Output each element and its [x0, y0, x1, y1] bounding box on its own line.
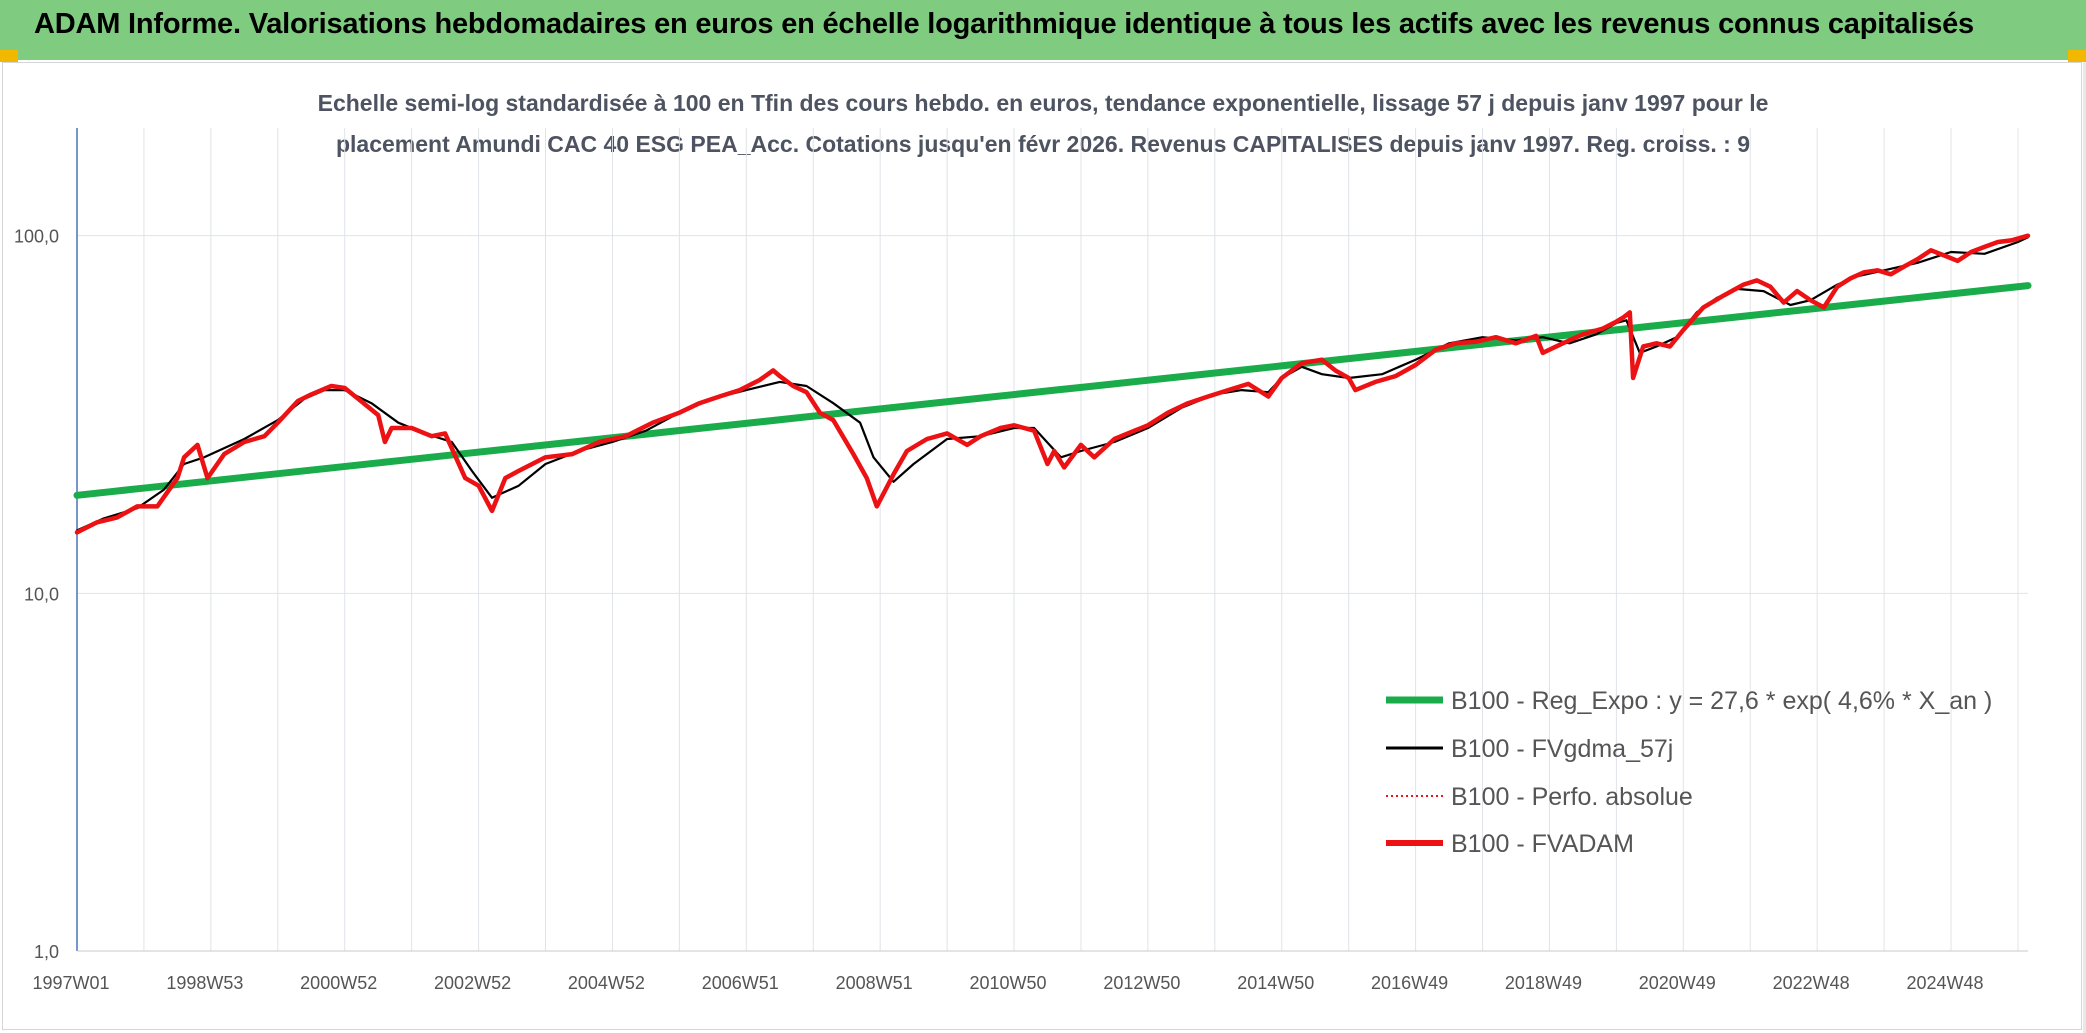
series-reg-expo-line: [73, 282, 2032, 499]
chart-frame: [2, 62, 2082, 1030]
x-tick-label: 2010W50: [969, 973, 1046, 993]
grid: [76, 128, 2028, 952]
x-tick-label: 2022W48: [1773, 973, 1850, 993]
series-fvadam-line: [74, 233, 2031, 535]
title-banner: ADAM Informe. Valorisations hebdomadaire…: [0, 0, 2086, 60]
x-tick-label: 2006W51: [702, 973, 779, 993]
x-tick-label: 2004W52: [568, 973, 645, 993]
y-tick-label: 10,0: [24, 584, 59, 604]
x-tick-label: 2018W49: [1505, 973, 1582, 993]
axes: 100,0 10,0 1,0 1997W01 1998W53 2000W52 2002W52…: [14, 128, 2028, 993]
legend-label: B100 - Perfo. absolue: [1451, 783, 1693, 811]
x-tick-label: 2008W51: [836, 973, 913, 993]
x-tick-label: 1998W53: [166, 973, 243, 993]
legend-label: B100 - Reg_Expo : y = 27,6 * exp( 4,6% *…: [1451, 687, 1992, 715]
banner-title: ADAM Informe. Valorisations hebdomadaire…: [34, 8, 1974, 40]
legend: B100 - Reg_Expo : y = 27,6 * exp( 4,6% *…: [1386, 687, 1992, 858]
y-tick-label: 1,0: [34, 942, 59, 962]
x-tick-label: 2002W52: [434, 973, 511, 993]
legend-label: B100 - FVgdma_57j: [1451, 735, 1673, 763]
chart-subtitle-line-2: placement Amundi CAC 40 ESG PEA_Acc. Cot…: [336, 131, 1750, 157]
right-edge: [2083, 62, 2086, 1033]
x-tick-label: 2014W50: [1237, 973, 1314, 993]
series-perfo-absolue-line: [76, 234, 2029, 534]
x-tick-label: 2016W49: [1371, 973, 1448, 993]
chart-subtitle-line-1: Echelle semi-log standardisée à 100 en T…: [318, 90, 1769, 116]
x-tick-label: 2020W49: [1639, 973, 1716, 993]
corner-marker-top-right: [2068, 50, 2086, 62]
legend-label: B100 - FVADAM: [1451, 830, 1634, 858]
x-tick-label: 2000W52: [300, 973, 377, 993]
series-fvgdma-line: [75, 236, 2030, 532]
series-layer: [73, 233, 2032, 535]
x-tick-label: 2012W50: [1103, 973, 1180, 993]
corner-marker-top-left: [0, 50, 18, 62]
x-tick-label: 2024W48: [1906, 973, 1983, 993]
x-tick-label: 1997W01: [32, 973, 109, 993]
y-tick-label: 100,0: [14, 227, 59, 247]
